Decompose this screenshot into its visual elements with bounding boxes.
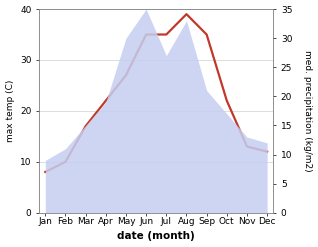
Y-axis label: med. precipitation (kg/m2): med. precipitation (kg/m2) [303, 50, 313, 172]
X-axis label: date (month): date (month) [117, 231, 195, 242]
Y-axis label: max temp (C): max temp (C) [5, 80, 15, 142]
